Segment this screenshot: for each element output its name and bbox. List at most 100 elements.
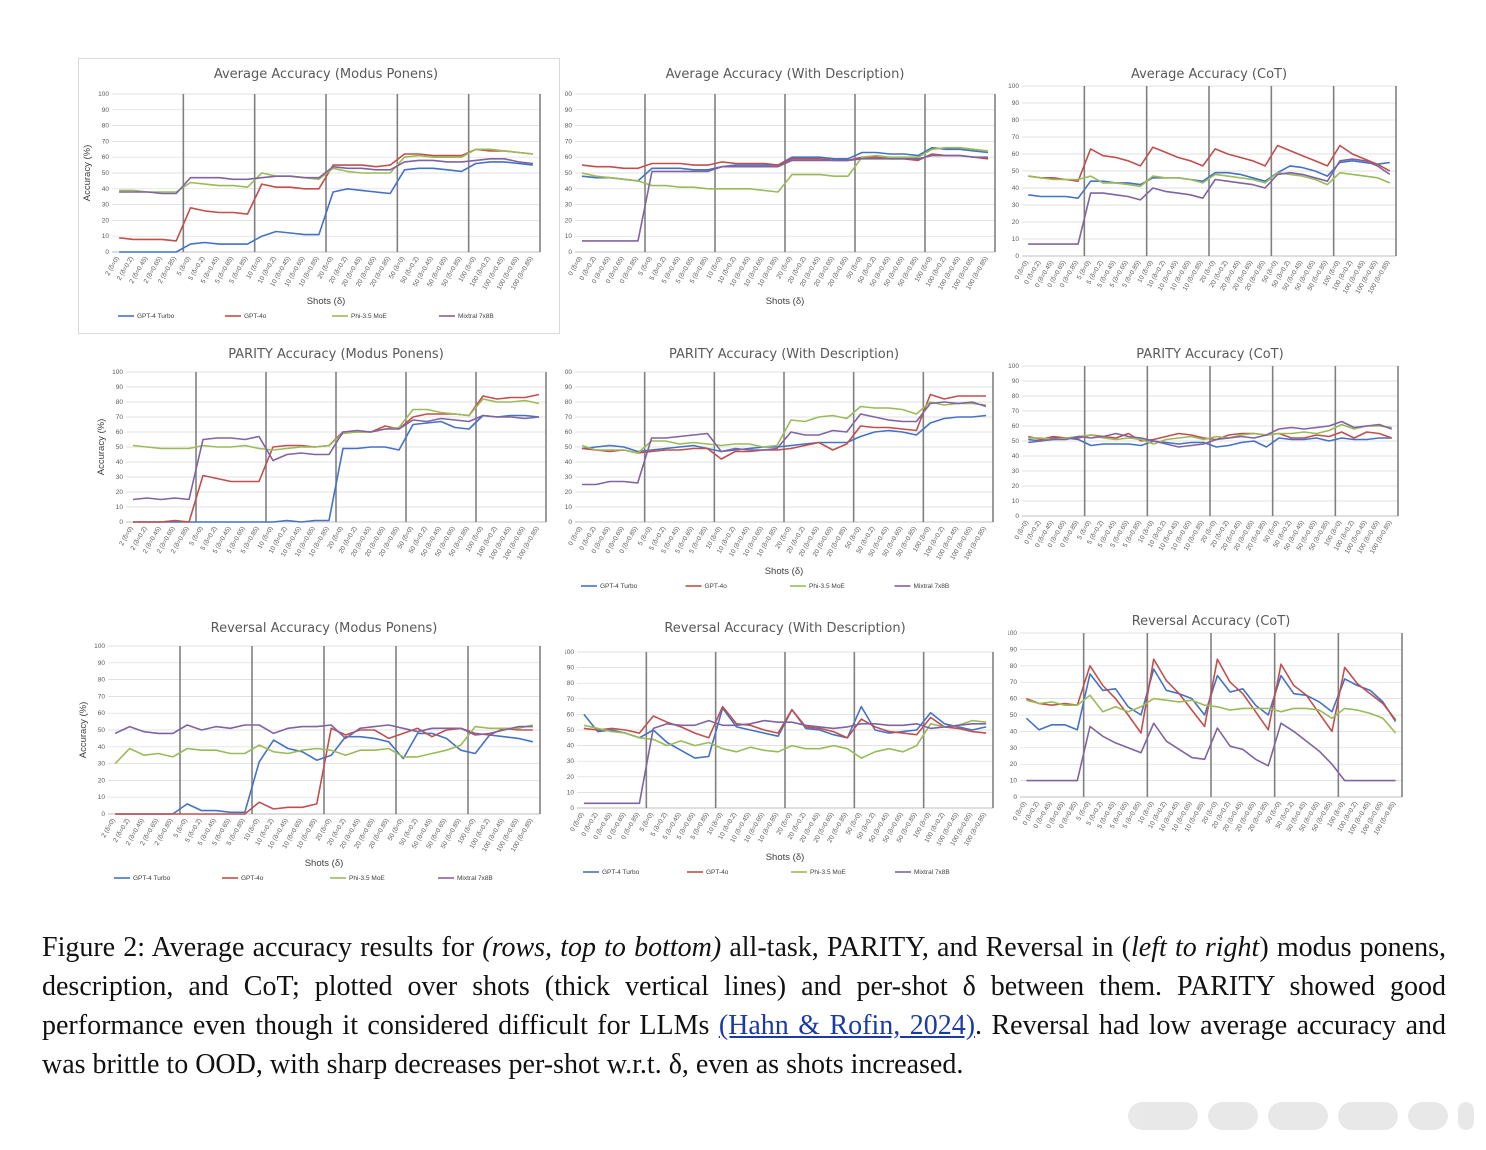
series-line-gpt-4-turbo <box>1028 437 1392 448</box>
y-tick-label: 0 <box>101 811 105 818</box>
y-tick-label: 30 <box>567 758 575 765</box>
y-axis-label: Accuracy (%) <box>96 419 107 475</box>
y-tick-label: 80 <box>116 399 124 406</box>
y-tick-label: 40 <box>565 459 572 466</box>
y-tick-label: 20 <box>565 217 572 224</box>
series-line-phi-3-5-moe <box>119 148 533 193</box>
x-axis-label: Shots (δ) <box>766 296 805 307</box>
chart-svg: Average Accuracy (Modus Ponens) 0 10 20 30 40… <box>78 58 560 334</box>
citation-link[interactable]: (Hahn & Rofin, 2024) <box>718 1010 976 1041</box>
chart-svg: Average Accuracy (CoT) 0 10 20 30 40 50 60 70 80 9… <box>1008 67 1397 295</box>
y-tick-label: 80 <box>98 677 106 684</box>
legend-label: Phi-3.5 MoE <box>349 875 385 882</box>
series-line-mixtral-7x8b <box>582 401 987 486</box>
chart-title: Average Accuracy (Modus Ponens) <box>214 67 438 82</box>
y-tick-label: 60 <box>565 429 572 436</box>
series-line-gpt-4-turbo <box>581 414 987 453</box>
legend-label: GPT-4o <box>241 875 264 882</box>
y-tick-label: 30 <box>98 761 106 768</box>
caption-text-5: ) modus ponens, description, and CoT; pl… <box>42 932 1446 1041</box>
series-line-mixtral-7x8b <box>119 158 533 195</box>
y-tick-label: 70 <box>567 696 575 703</box>
y-tick-label: 10 <box>102 233 110 240</box>
y-tick-label: 80 <box>102 123 110 130</box>
series-line-gpt-4o <box>1026 658 1397 734</box>
y-tick-label: 90 <box>565 384 572 391</box>
series-line-phi-3-5-moe <box>1026 694 1397 734</box>
y-tick-label: 40 <box>1012 453 1020 460</box>
chart-svg: Reversal Accuracy (Modus Ponens) 0 10 20 30 4… <box>78 621 541 882</box>
y-tick-label: 10 <box>1010 778 1018 785</box>
x-axis-label: Shots (δ) <box>766 852 805 863</box>
y-tick-label: 60 <box>567 711 575 718</box>
y-tick-label: 20 <box>98 777 106 784</box>
y-tick-label: 60 <box>116 429 124 436</box>
series-line-gpt-4-turbo <box>1028 160 1390 199</box>
legend-label: GPT-4 Turbo <box>602 869 640 876</box>
chart-parity-cot: PARITY Accuracy (CoT) 0 10 20 30 40 50 60 70 80 90… <box>1008 338 1410 600</box>
chart-svg: PARITY Accuracy (Modus Ponens) 0 10 20 30 40 5… <box>96 347 547 561</box>
y-tick-label: 60 <box>98 710 106 717</box>
chart-parity-with-description: PARITY Accuracy (With Description) 0 10 20 3… <box>565 338 1000 600</box>
series-line-gpt-4o <box>581 393 986 460</box>
chart-average-cot: Average Accuracy (CoT) 0 10 20 30 40 50 60 70 80 9… <box>1008 58 1410 328</box>
y-tick-label: 30 <box>1010 745 1018 752</box>
y-tick-label: 20 <box>567 774 575 781</box>
chart-svg: Reversal Accuracy (With Description) 0 10 2… <box>565 621 994 876</box>
caption-text-6: . Reversal had low average accuracy and … <box>42 1010 1446 1080</box>
y-tick-label: 80 <box>567 680 575 687</box>
y-tick-label: 20 <box>1012 219 1020 226</box>
y-tick-label: 50 <box>98 727 106 734</box>
y-tick-label: 0 <box>568 249 572 256</box>
y-tick-label: 100 <box>565 91 572 98</box>
chart-title: Average Accuracy (CoT) <box>1131 67 1287 82</box>
legend-label: Phi-3.5 MoE <box>351 313 387 320</box>
y-tick-label: 10 <box>1012 236 1020 243</box>
y-tick-label: 10 <box>565 233 572 240</box>
x-axis-label: Shots (δ) <box>765 566 804 577</box>
y-tick-label: 0 <box>119 519 123 526</box>
y-tick-label: 80 <box>1010 663 1018 670</box>
caption-text-3: all-task, PARITY, and Reversal in ( <box>721 932 1132 963</box>
y-tick-label: 100 <box>98 91 109 98</box>
y-tick-label: 10 <box>567 789 575 796</box>
y-tick-label: 40 <box>98 744 106 751</box>
y-tick-label: 20 <box>565 489 572 496</box>
legend-label: GPT-4o <box>706 869 729 876</box>
y-axis-label: Accuracy (%) <box>82 145 93 201</box>
y-tick-label: 50 <box>1012 168 1020 175</box>
y-tick-label: 70 <box>1012 134 1020 141</box>
y-tick-label: 70 <box>1012 408 1020 415</box>
chart-reversal-with-description: Reversal Accuracy (With Description) 0 10 2… <box>565 612 1000 896</box>
y-tick-label: 90 <box>1012 378 1020 385</box>
y-tick-label: 70 <box>102 138 110 145</box>
y-tick-label: 10 <box>98 794 106 801</box>
x-axis-label: Shots (δ) <box>307 296 346 307</box>
chart-svg: PARITY Accuracy (With Description) 0 10 20 3… <box>565 347 994 590</box>
legend-label: GPT-4 Turbo <box>137 313 175 320</box>
chart-parity-modus-ponens: PARITY Accuracy (Modus Ponens) 0 10 20 30 40 5… <box>78 338 560 598</box>
y-tick-label: 60 <box>1012 423 1020 430</box>
y-tick-label: 0 <box>105 249 109 256</box>
caption-text-2: (rows, top to bottom) <box>482 932 722 963</box>
watermark-logo <box>1128 1096 1474 1136</box>
chart-average-with-description: Average Accuracy (With Description) 0 10 20… <box>565 58 1000 328</box>
series-line-mixtral-7x8b <box>132 414 540 501</box>
series-line-mixtral-7x8b <box>1028 420 1392 448</box>
y-tick-label: 0 <box>1015 253 1019 260</box>
series-line-mixtral-7x8b <box>582 154 988 242</box>
legend-label: GPT-4 Turbo <box>600 583 638 590</box>
series-line-mixtral-7x8b <box>1026 722 1396 782</box>
y-tick-label: 60 <box>1012 151 1020 158</box>
y-tick-label: 100 <box>94 643 105 650</box>
chart-title: PARITY Accuracy (CoT) <box>1136 347 1283 362</box>
y-axis-label: Accuracy (%) <box>78 702 89 758</box>
chart-reversal-cot: Reversal Accuracy (CoT) 0 10 20 30 40 50 60 70 80… <box>1008 605 1410 845</box>
y-tick-label: 20 <box>102 217 110 224</box>
y-tick-label: 30 <box>565 202 572 209</box>
legend-label: GPT-4o <box>244 313 267 320</box>
y-tick-label: 20 <box>1010 761 1018 768</box>
y-tick-label: 50 <box>565 444 572 451</box>
figure-caption: Figure 2: Average accuracy results for (… <box>42 928 1446 1084</box>
series-line-phi-3-5-moe <box>114 724 533 765</box>
